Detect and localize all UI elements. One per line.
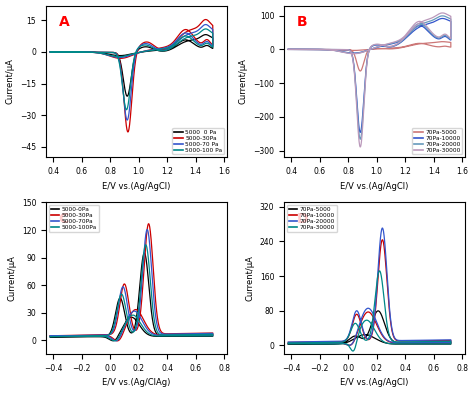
X-axis label: E/V vs.(Ag/ClAg): E/V vs.(Ag/ClAg) [102,378,171,387]
Legend: 5000-0Pa, 5000-30Pa, 5000-70Pa, 5000-100Pa: 5000-0Pa, 5000-30Pa, 5000-70Pa, 5000-100… [49,205,99,232]
Text: A: A [59,15,69,29]
Text: C: C [59,211,69,226]
Text: D: D [297,211,308,226]
Y-axis label: Current/μA: Current/μA [245,255,254,301]
Text: B: B [297,15,307,29]
Legend: 70Pa-5000, 70Pa-10000, 70Pa-20000, 70Pa-30000: 70Pa-5000, 70Pa-10000, 70Pa-20000, 70Pa-… [412,128,462,154]
X-axis label: E/V vs.(Ag/AgCl): E/V vs.(Ag/AgCl) [102,182,171,191]
X-axis label: E/V vs.(Ag/AgCl): E/V vs.(Ag/AgCl) [340,378,409,387]
X-axis label: E/V vs.(Ag/AgCl): E/V vs.(Ag/AgCl) [340,182,409,191]
Y-axis label: Current/μA: Current/μA [7,255,16,301]
Legend: 70Pa-5000, 70Pa-10000, 70Pa-20000, 70Pa-30000: 70Pa-5000, 70Pa-10000, 70Pa-20000, 70Pa-… [287,205,337,232]
Y-axis label: Current/μA: Current/μA [239,59,248,105]
Y-axis label: Current/μA: Current/μA [6,59,15,105]
Legend: 5000  0 Pa, 5000-30Pa, 5000-70 Pa, 5000-100 Pa: 5000 0 Pa, 5000-30Pa, 5000-70 Pa, 5000-1… [173,128,224,154]
